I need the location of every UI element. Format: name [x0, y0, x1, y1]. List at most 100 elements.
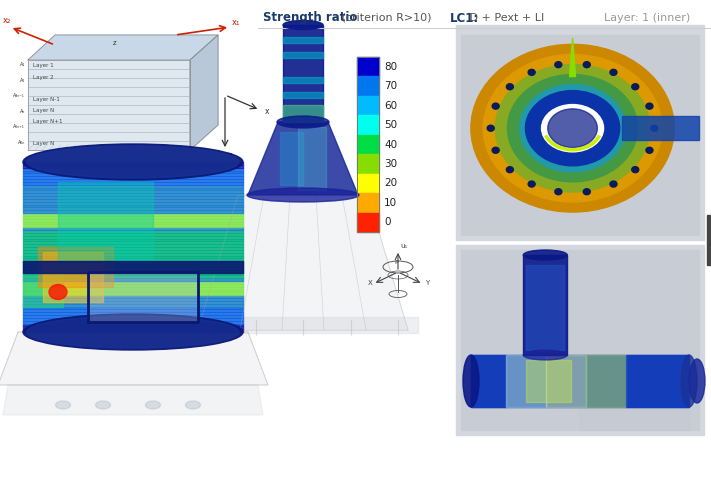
Polygon shape — [23, 258, 243, 261]
Text: 80: 80 — [384, 62, 397, 72]
Polygon shape — [23, 329, 243, 332]
Polygon shape — [23, 298, 243, 301]
Bar — [707, 215, 711, 265]
Ellipse shape — [55, 401, 70, 409]
Ellipse shape — [95, 401, 110, 409]
Text: u₁: u₁ — [400, 243, 407, 249]
Ellipse shape — [555, 189, 562, 195]
Ellipse shape — [681, 355, 697, 407]
Polygon shape — [23, 233, 243, 236]
Polygon shape — [23, 219, 243, 221]
Ellipse shape — [583, 61, 590, 68]
Ellipse shape — [646, 147, 653, 153]
Polygon shape — [23, 267, 243, 270]
Polygon shape — [43, 252, 103, 302]
Text: Layer N+1: Layer N+1 — [33, 119, 63, 124]
Bar — [357, 213, 379, 232]
Text: 30: 30 — [384, 159, 397, 169]
Polygon shape — [23, 168, 243, 170]
Ellipse shape — [283, 118, 323, 126]
Polygon shape — [190, 35, 218, 150]
Ellipse shape — [555, 61, 562, 68]
Ellipse shape — [506, 167, 513, 173]
Text: 60: 60 — [384, 101, 397, 110]
Ellipse shape — [463, 355, 479, 407]
Polygon shape — [23, 270, 243, 273]
Polygon shape — [586, 355, 626, 407]
Text: A₃ₙ₋₁: A₃ₙ₋₁ — [14, 93, 25, 98]
Polygon shape — [198, 195, 408, 330]
Polygon shape — [23, 188, 243, 191]
Text: Layer N: Layer N — [33, 108, 54, 113]
Text: A₂: A₂ — [20, 78, 25, 83]
Text: 70: 70 — [384, 81, 397, 91]
Polygon shape — [23, 239, 243, 241]
Text: Layer: 1 (inner): Layer: 1 (inner) — [604, 13, 690, 23]
Polygon shape — [283, 25, 323, 122]
Ellipse shape — [523, 350, 567, 360]
Bar — [357, 154, 379, 174]
Polygon shape — [38, 247, 113, 287]
Text: Strength ratio: Strength ratio — [263, 12, 358, 24]
Ellipse shape — [532, 95, 613, 162]
Polygon shape — [58, 182, 153, 262]
Polygon shape — [23, 287, 243, 289]
Ellipse shape — [523, 250, 567, 260]
Polygon shape — [0, 332, 268, 385]
Polygon shape — [23, 264, 243, 267]
Text: (criterion R>10): (criterion R>10) — [338, 13, 432, 23]
Text: LC1:: LC1: — [450, 12, 479, 24]
Polygon shape — [23, 224, 243, 227]
Ellipse shape — [520, 84, 626, 172]
Bar — [357, 57, 379, 76]
Polygon shape — [23, 281, 243, 284]
Text: Layer N-1: Layer N-1 — [33, 97, 60, 102]
Text: 40: 40 — [384, 140, 397, 149]
Polygon shape — [283, 105, 323, 122]
Ellipse shape — [492, 147, 499, 153]
Polygon shape — [471, 355, 689, 407]
Polygon shape — [23, 221, 243, 224]
Polygon shape — [23, 202, 243, 204]
Polygon shape — [23, 173, 243, 176]
Polygon shape — [23, 216, 243, 219]
Polygon shape — [23, 307, 243, 309]
Polygon shape — [23, 179, 243, 182]
Polygon shape — [23, 321, 243, 324]
Polygon shape — [23, 185, 243, 188]
Text: z: z — [228, 151, 232, 159]
Ellipse shape — [610, 69, 617, 75]
Polygon shape — [23, 318, 243, 321]
Ellipse shape — [487, 125, 494, 131]
Polygon shape — [23, 227, 243, 230]
Ellipse shape — [283, 21, 323, 29]
Text: Layer 1: Layer 1 — [33, 63, 53, 69]
Ellipse shape — [483, 54, 662, 202]
Polygon shape — [23, 210, 243, 213]
Ellipse shape — [542, 103, 603, 153]
Ellipse shape — [186, 401, 201, 409]
Polygon shape — [23, 247, 243, 250]
Polygon shape — [88, 272, 198, 322]
Text: 50: 50 — [384, 120, 397, 130]
Text: A₅ₙ₊₁: A₅ₙ₊₁ — [14, 124, 25, 129]
Ellipse shape — [23, 144, 243, 180]
Text: Layer 2: Layer 2 — [33, 75, 53, 80]
Polygon shape — [23, 312, 243, 315]
Polygon shape — [23, 272, 63, 307]
Ellipse shape — [632, 84, 638, 90]
Polygon shape — [28, 60, 190, 150]
Ellipse shape — [27, 146, 239, 178]
Ellipse shape — [471, 44, 674, 212]
Ellipse shape — [277, 116, 329, 128]
Polygon shape — [546, 355, 586, 407]
Polygon shape — [23, 207, 243, 210]
Polygon shape — [23, 193, 243, 196]
Polygon shape — [526, 360, 571, 402]
Polygon shape — [471, 355, 506, 407]
Ellipse shape — [23, 314, 243, 350]
Bar — [357, 76, 379, 96]
Text: x₂: x₂ — [3, 16, 11, 25]
Text: Layer N: Layer N — [33, 142, 54, 146]
Text: P: P — [394, 260, 398, 265]
